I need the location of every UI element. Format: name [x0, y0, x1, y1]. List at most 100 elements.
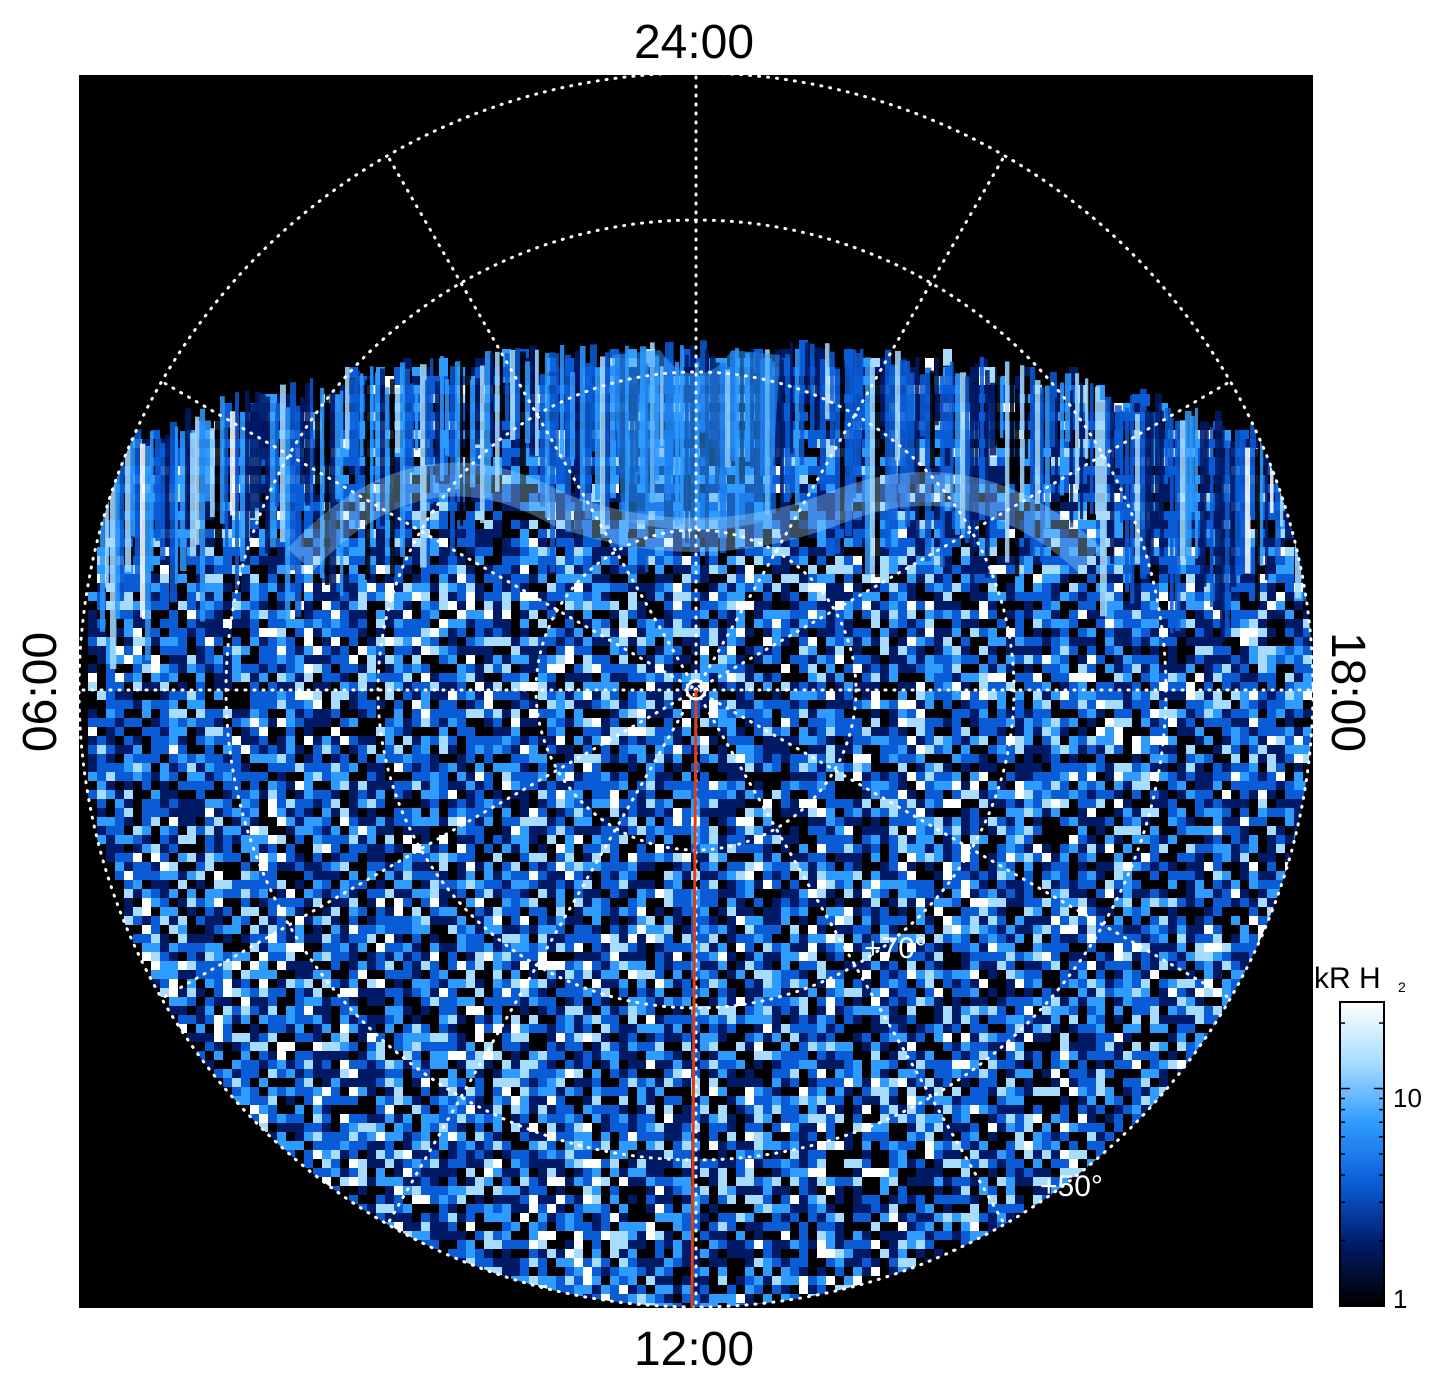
- emission-pixel: [1258, 673, 1267, 682]
- emission-pixel: [1150, 664, 1159, 673]
- emission-pixel: [511, 691, 520, 700]
- emission-pixel: [466, 700, 475, 709]
- emission-pixel: [916, 700, 925, 709]
- emission-pixel: [1195, 628, 1204, 637]
- emission-pixel: [466, 718, 475, 727]
- emission-pixel: [457, 664, 466, 673]
- emission-pixel: [1114, 646, 1123, 655]
- emission-pixel: [709, 619, 718, 628]
- emission-pixel: [664, 574, 673, 583]
- emission-pixel: [1069, 646, 1078, 655]
- emission-pixel: [133, 664, 142, 673]
- emission-pixel: [529, 601, 538, 610]
- emission-pixel: [1042, 637, 1051, 646]
- emission-pixel: [511, 601, 520, 610]
- emission-pixel: [1069, 385, 1078, 408]
- emission-pixel: [871, 358, 880, 368]
- emission-pixel: [808, 700, 817, 709]
- emission-pixel: [277, 718, 286, 727]
- emission-pixel: [124, 664, 133, 673]
- emission-map: [88, 340, 1313, 1307]
- emission-pixel: [1240, 646, 1249, 655]
- emission-pixel: [907, 709, 916, 718]
- emission-pixel: [331, 691, 340, 700]
- emission-pixel: [1186, 565, 1195, 574]
- emission-pixel: [340, 403, 349, 417]
- emission-pixel: [790, 718, 799, 727]
- emission-pixel: [592, 619, 601, 628]
- emission-pixel: [1294, 664, 1303, 673]
- emission-pixel: [817, 601, 826, 610]
- emission-pixel: [1114, 565, 1123, 574]
- emission-pixel: [583, 673, 592, 682]
- emission-pixel: [358, 592, 367, 601]
- emission-pixel: [277, 628, 286, 637]
- emission-pixel: [430, 655, 439, 664]
- emission-pixel: [673, 700, 682, 709]
- emission-pixel: [925, 664, 934, 673]
- emission-pixel: [1231, 646, 1240, 655]
- emission-pixel: [1132, 394, 1141, 407]
- emission-pixel: [781, 574, 790, 583]
- emission-pixel: [1024, 583, 1033, 592]
- emission-pixel: [889, 583, 898, 592]
- emission-pixel: [484, 610, 493, 619]
- emission-pixel: [1231, 691, 1240, 700]
- emission-pixel: [556, 646, 565, 655]
- emission-pixel: [520, 619, 529, 628]
- emission-pixel: [790, 655, 799, 664]
- emission-pixel: [808, 709, 817, 718]
- emission-pixel: [115, 709, 124, 718]
- emission-pixel: [709, 628, 718, 637]
- emission-pixel: [1159, 592, 1168, 601]
- emission-pixel: [313, 646, 322, 655]
- emission-pixel: [511, 655, 520, 664]
- emission-pixel: [1006, 601, 1015, 610]
- emission-pixel: [484, 628, 493, 637]
- emission-pixel: [1006, 583, 1015, 592]
- emission-pixel: [277, 673, 286, 682]
- emission-pixel: [493, 592, 502, 601]
- emission-pixel: [1186, 619, 1195, 628]
- emission-pixel: [331, 628, 340, 637]
- emission-pixel: [1186, 700, 1195, 709]
- emission-pixel: [1186, 601, 1195, 610]
- emission-pixel: [1267, 610, 1276, 619]
- emission-pixel: [151, 691, 160, 700]
- emission-pixel: [628, 601, 637, 610]
- emission-pixel: [646, 601, 655, 610]
- emission-pixel: [277, 592, 286, 601]
- emission-pixel: [439, 628, 448, 637]
- emission-pixel: [862, 574, 871, 583]
- emission-pixel: [457, 610, 466, 619]
- emission-pixel: [484, 619, 493, 628]
- emission-pixel: [268, 601, 277, 610]
- emission-pixel: [763, 673, 772, 682]
- emission-pixel: [1051, 700, 1060, 709]
- emission-pixel: [1024, 421, 1033, 434]
- emission-pixel: [817, 565, 826, 574]
- emission-pixel: [421, 574, 430, 583]
- emission-pixel: [907, 601, 916, 610]
- emission-pixel: [133, 709, 142, 718]
- emission-pixel: [169, 709, 178, 718]
- emission-pixel: [349, 367, 358, 378]
- emission-pixel: [907, 628, 916, 637]
- emission-pixel: [484, 583, 493, 592]
- emission-pixel: [628, 637, 637, 646]
- emission-pixel: [493, 646, 502, 655]
- emission-pixel: [619, 700, 628, 709]
- emission-pixel: [448, 565, 457, 574]
- emission-pixel: [781, 592, 790, 601]
- emission-pixel: [214, 556, 223, 566]
- emission-pixel: [1258, 700, 1267, 709]
- emission-pixel: [808, 592, 817, 601]
- emission-pixel: [493, 637, 502, 646]
- emission-pixel: [736, 574, 745, 583]
- emission-pixel: [1213, 646, 1222, 655]
- emission-pixel: [1150, 619, 1159, 628]
- emission-pixel: [394, 610, 403, 619]
- emission-pixel: [304, 574, 313, 583]
- emission-pixel: [1159, 574, 1168, 583]
- emission-pixel: [898, 709, 907, 718]
